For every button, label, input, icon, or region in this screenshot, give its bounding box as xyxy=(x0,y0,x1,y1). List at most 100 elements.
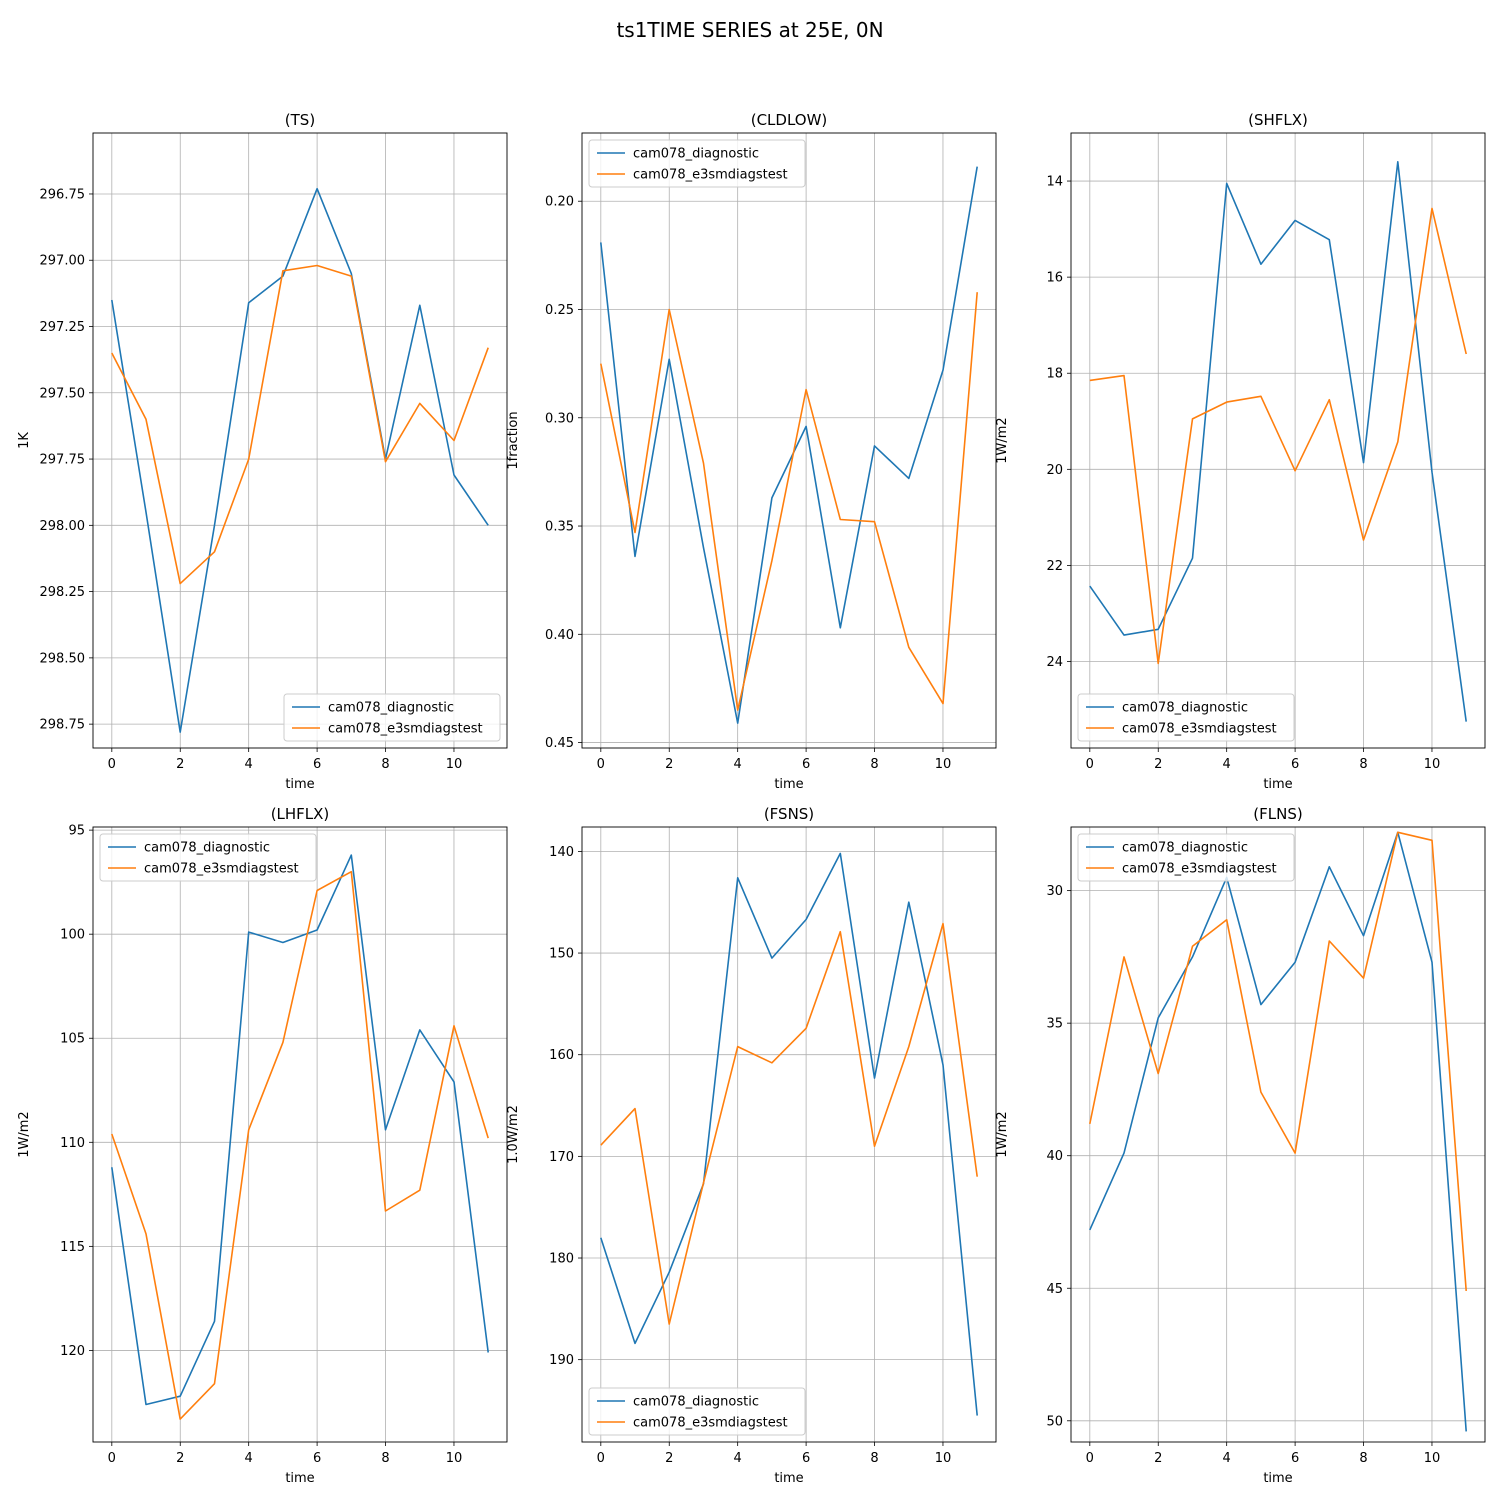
x-tick-label: 6 xyxy=(313,1451,321,1466)
y-axis-label: 1.0W/m2 xyxy=(506,1105,521,1164)
y-tick-label: 298.50 xyxy=(40,651,86,666)
x-tick-label: 4 xyxy=(245,1451,253,1466)
series-line-2 xyxy=(600,292,978,711)
y-tick-label: 110 xyxy=(60,1136,85,1151)
y-tick-label: 296.75 xyxy=(40,187,86,202)
y-tick-label: 297.75 xyxy=(40,453,86,468)
y-tick-label: 170 xyxy=(549,1150,574,1165)
legend-label-1: cam078_diagnostic xyxy=(1122,841,1248,856)
axes-frame xyxy=(581,826,997,1443)
y-tick-label: 0.20 xyxy=(545,195,574,210)
x-axis-label: time xyxy=(1263,777,1292,792)
x-tick-label: 2 xyxy=(1154,757,1162,772)
series-line-1 xyxy=(1089,161,1467,722)
x-tick-label: 10 xyxy=(935,757,952,772)
axes-frame xyxy=(581,132,997,749)
y-tick-label: 16 xyxy=(1046,271,1063,286)
legend-box xyxy=(99,833,317,882)
x-tick-label: 0 xyxy=(108,757,116,772)
x-tick-label: 10 xyxy=(446,757,463,772)
x-tick-label: 10 xyxy=(1424,1451,1441,1466)
x-tick-label: 0 xyxy=(1086,1451,1094,1466)
axes-frame xyxy=(1070,132,1486,749)
y-tick-label: 22 xyxy=(1046,559,1063,574)
y-tick-label: 100 xyxy=(60,928,85,943)
y-tick-label: 298.25 xyxy=(40,585,86,600)
y-tick-label: 297.00 xyxy=(40,254,86,269)
x-tick-label: 8 xyxy=(381,757,389,772)
y-tick-label: 14 xyxy=(1046,175,1063,190)
series-line-2 xyxy=(1089,207,1467,665)
chart-title: (FLNS) xyxy=(1253,805,1302,823)
x-tick-label: 6 xyxy=(1291,757,1299,772)
chart-title: (SHFLX) xyxy=(1248,111,1308,129)
legend-label-2: cam078_e3smdiagstest xyxy=(144,862,299,877)
y-tick-label: 0.35 xyxy=(545,520,574,535)
chart-panel-5: 0 2 4 6 8 10 140 150 160 170 180 190 (FSNS) time 1.0W/… xyxy=(506,805,997,1486)
series-line-2 xyxy=(1089,831,1467,1291)
grid-lines xyxy=(582,133,996,748)
series-lines xyxy=(600,166,978,724)
axes-frame xyxy=(92,132,508,749)
y-tick-label: 105 xyxy=(60,1032,85,1047)
series-lines xyxy=(111,187,489,733)
y-tick-label: 20 xyxy=(1046,463,1063,478)
grid-lines xyxy=(93,827,507,1442)
x-tick-label: 6 xyxy=(802,1451,810,1466)
legend-box xyxy=(588,1387,806,1436)
x-tick-label: 10 xyxy=(1424,757,1441,772)
legend: cam078_diagnostic cam078_e3smdiagstest xyxy=(99,833,317,882)
x-tick-label: 4 xyxy=(1223,1451,1231,1466)
chart-title: (FSNS) xyxy=(764,805,814,823)
series-line-2 xyxy=(600,922,978,1325)
x-tick-label: 2 xyxy=(176,757,184,772)
x-tick-label: 4 xyxy=(245,757,253,772)
x-tick-label: 4 xyxy=(734,757,742,772)
y-tick-label: 30 xyxy=(1046,884,1063,899)
chart-title: (TS) xyxy=(285,111,315,129)
x-tick-label: 2 xyxy=(1154,1451,1162,1466)
y-axis-label: 1W/m2 xyxy=(17,1111,32,1157)
chart-panel-1: 0 2 4 6 8 10 296.75 297.00 297.25 297.50 297.75 298… xyxy=(17,111,508,792)
y-tick-label: 120 xyxy=(60,1344,85,1359)
y-tick-label: 95 xyxy=(68,824,85,839)
series-line-2 xyxy=(111,264,489,585)
y-axis-label: 1K xyxy=(17,432,32,449)
legend-box xyxy=(1077,833,1295,882)
x-tick-label: 4 xyxy=(1223,757,1231,772)
y-tick-label: 40 xyxy=(1046,1149,1063,1164)
y-tick-label: 298.00 xyxy=(40,519,86,534)
y-tick-label: 297.25 xyxy=(40,320,86,335)
y-tick-label: 190 xyxy=(549,1353,574,1368)
axes-frame xyxy=(1070,826,1486,1443)
x-tick-label: 4 xyxy=(734,1451,742,1466)
legend: cam078_diagnostic cam078_e3smdiagstest xyxy=(588,139,806,188)
chart-title: (CLDLOW) xyxy=(751,111,828,129)
legend: cam078_diagnostic cam078_e3smdiagstest xyxy=(283,693,501,742)
series-line-1 xyxy=(111,854,489,1406)
legend: cam078_diagnostic cam078_e3smdiagstest xyxy=(1077,833,1295,882)
legend-label-1: cam078_diagnostic xyxy=(633,1395,759,1410)
grid-lines xyxy=(582,827,996,1442)
y-tick-label: 0.40 xyxy=(545,628,574,643)
y-tick-label: 35 xyxy=(1046,1017,1063,1032)
series-line-1 xyxy=(111,187,489,733)
x-tick-label: 0 xyxy=(108,1451,116,1466)
series-line-1 xyxy=(600,166,978,724)
y-tick-label: 180 xyxy=(549,1252,574,1267)
chart-panel-6: 0 2 4 6 8 10 30 35 40 45 50 (FLNS) time 1W/m2 cam078_d… xyxy=(995,805,1486,1486)
grid-lines xyxy=(1071,133,1485,748)
x-tick-label: 2 xyxy=(665,757,673,772)
legend-label-1: cam078_diagnostic xyxy=(633,147,759,162)
x-tick-label: 0 xyxy=(597,757,605,772)
y-tick-label: 297.50 xyxy=(40,386,86,401)
legend: cam078_diagnostic cam078_e3smdiagstest xyxy=(1077,693,1295,742)
y-tick-label: 150 xyxy=(549,947,574,962)
axes-frame xyxy=(92,826,508,1443)
y-tick-label: 298.75 xyxy=(40,718,86,733)
series-lines xyxy=(1089,161,1467,722)
x-tick-label: 8 xyxy=(1359,1451,1367,1466)
x-tick-label: 2 xyxy=(176,1451,184,1466)
grid-lines xyxy=(1071,827,1485,1442)
series-lines xyxy=(1089,831,1467,1432)
